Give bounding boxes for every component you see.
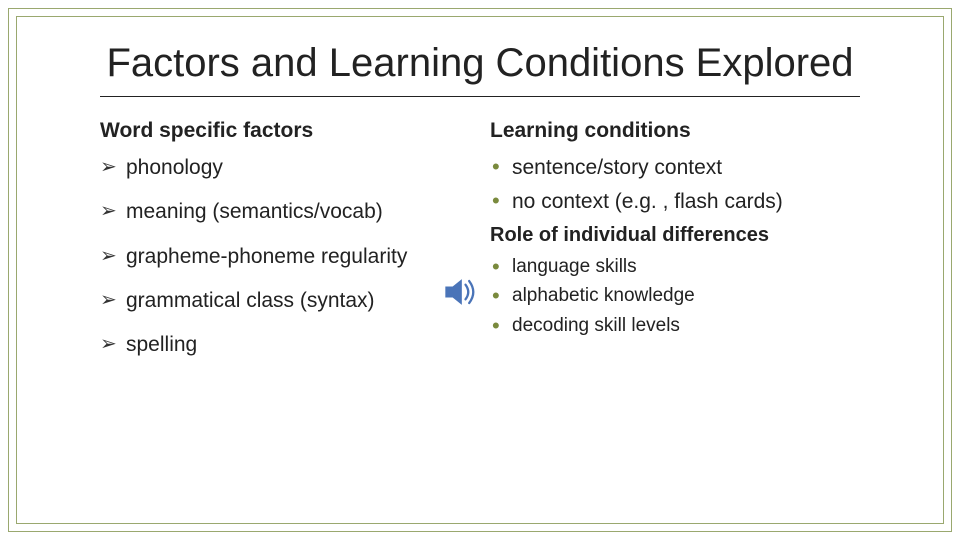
factor-item: grapheme-phoneme regularity xyxy=(100,244,470,270)
left-heading: Word specific factors xyxy=(100,119,470,143)
role-item: alphabetic knowledge xyxy=(490,284,860,308)
title-divider xyxy=(100,96,860,97)
right-heading: Learning conditions xyxy=(490,119,860,143)
slide: Factors and Learning Conditions Explored… xyxy=(0,0,960,540)
left-column: Word specific factors phonology meaning … xyxy=(100,117,470,376)
slide-title: Factors and Learning Conditions Explored xyxy=(60,40,900,86)
sound-wave-2 xyxy=(469,281,473,303)
condition-item: no context (e.g. , flash cards) xyxy=(490,189,860,215)
columns: Word specific factors phonology meaning … xyxy=(60,117,900,376)
conditions-list: sentence/story context no context (e.g. … xyxy=(490,155,860,216)
sound-wave-1 xyxy=(466,285,469,300)
role-item: language skills xyxy=(490,255,860,279)
role-item: decoding skill levels xyxy=(490,314,860,338)
right-column: Learning conditions sentence/story conte… xyxy=(490,117,860,376)
audio-icon[interactable] xyxy=(438,270,482,314)
role-heading: Role of individual differences xyxy=(490,224,860,247)
condition-item: sentence/story context xyxy=(490,155,860,181)
factors-list: phonology meaning (semantics/vocab) grap… xyxy=(100,155,470,358)
factor-item: phonology xyxy=(100,155,470,181)
speaker-shape xyxy=(445,279,462,305)
role-list: language skills alphabetic knowledge dec… xyxy=(490,255,860,338)
factor-item: meaning (semantics/vocab) xyxy=(100,199,470,225)
factor-item: spelling xyxy=(100,332,470,358)
factor-item: grammatical class (syntax) xyxy=(100,288,470,314)
